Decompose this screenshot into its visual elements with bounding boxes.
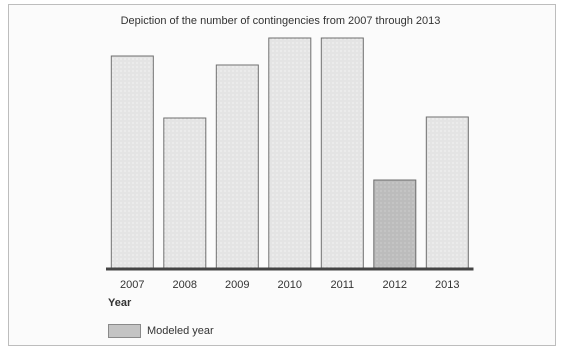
x-tick-label-2007: 2007: [120, 279, 144, 291]
x-tick-label-2010: 2010: [278, 279, 302, 291]
legend: Modeled year: [108, 323, 214, 339]
bar-2011: [320, 37, 364, 269]
x-tick-label-2008: 2008: [173, 279, 197, 291]
x-tick-label-2011: 2011: [330, 279, 354, 291]
x-tick-label-2009: 2009: [225, 279, 249, 291]
bar-2008: [163, 117, 207, 269]
bar-2010: [268, 37, 312, 269]
bar-2009: [215, 64, 259, 269]
x-tick-label-2012: 2012: [383, 279, 407, 291]
bar-2013: [425, 116, 469, 269]
legend-label-modeled: Modeled year: [147, 325, 214, 337]
chart-title: Depiction of the number of contingencies…: [120, 15, 441, 27]
bar-2012: [373, 179, 417, 269]
bars-group: [110, 37, 469, 269]
x-tick-labels: 2007 2008 2009 2010 2011 2012 2013: [120, 279, 459, 291]
x-tick-label-2013: 2013: [435, 279, 459, 291]
bar-2007: [110, 55, 154, 269]
x-axis-label: Year: [108, 297, 132, 309]
legend-swatch-modeled: [108, 324, 141, 338]
